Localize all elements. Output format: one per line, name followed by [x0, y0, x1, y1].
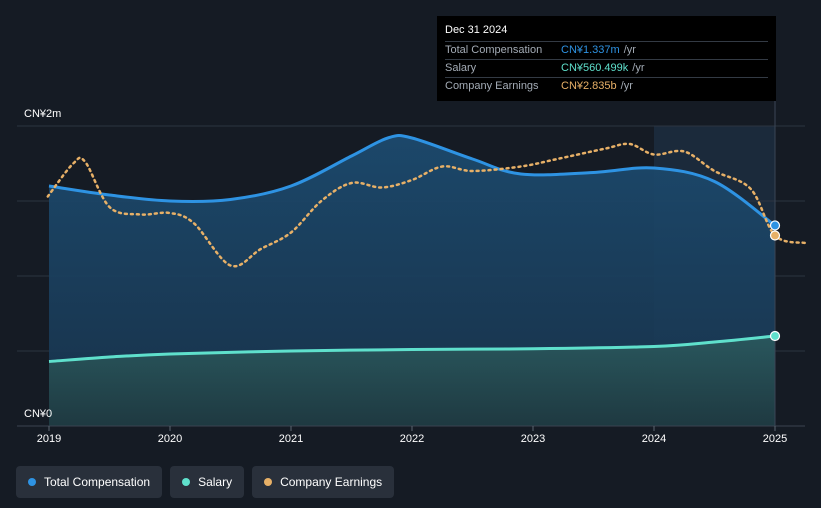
tooltip-row-salary: Salary CN¥560.499k /yr — [445, 59, 768, 77]
x-tick-label: 2025 — [763, 433, 787, 445]
legend-label: Company Earnings — [280, 475, 383, 489]
legend-dot-icon — [182, 478, 191, 486]
x-tick-label: 2020 — [158, 433, 182, 445]
tooltip-label: Salary — [445, 62, 477, 74]
y-axis-label-bottom: CN¥0 — [24, 408, 53, 420]
tooltip-row-total-compensation: Total Compensation CN¥1.337m /yr — [445, 41, 768, 59]
tooltip-row-company-earnings: Company Earnings CN¥2.835b /yr — [445, 77, 768, 95]
legend-dot-icon — [28, 478, 36, 486]
x-tick-label: 2023 — [521, 433, 545, 445]
tooltip-unit: /yr — [632, 62, 645, 74]
total-compensation-line — [48, 134, 776, 227]
tooltip-value: CN¥1.337m — [561, 44, 620, 56]
x-tick-label: 2019 — [37, 433, 61, 445]
tooltip-label: Total Compensation — [445, 44, 543, 56]
legend-item-total-compensation[interactable]: Total Compensation — [16, 466, 163, 498]
tooltip: Dec 31 2024 Total Compensation CN¥1.337m… — [437, 16, 776, 101]
end-marker-total-compensation — [769, 220, 781, 231]
y-axis-label-top: CN¥2m — [24, 108, 62, 120]
tooltip-unit: /yr — [623, 44, 636, 56]
x-tick-label: 2024 — [642, 433, 666, 445]
tooltip-date: Dec 31 2024 — [445, 24, 508, 36]
legend-dot-icon — [264, 478, 273, 486]
x-tick-label: 2022 — [400, 433, 424, 445]
tooltip-value: CN¥560.499k — [561, 62, 629, 74]
end-marker-company-earnings — [769, 230, 781, 241]
legend-item-salary[interactable]: Salary — [170, 466, 245, 498]
tooltip-label: Company Earnings — [445, 80, 539, 92]
legend-label: Salary — [198, 475, 233, 489]
legend: Total Compensation Salary Company Earnin… — [16, 466, 395, 498]
tooltip-unit: /yr — [620, 80, 633, 92]
salary-area — [49, 336, 775, 426]
salary-line — [48, 334, 776, 363]
x-tick-label: 2021 — [279, 433, 303, 445]
legend-item-company-earnings[interactable]: Company Earnings — [252, 466, 395, 498]
tooltip-value: CN¥2.835b — [561, 80, 617, 92]
end-marker-salary — [769, 330, 781, 342]
legend-label: Total Compensation — [44, 475, 151, 489]
company-earnings-line — [46, 142, 807, 268]
